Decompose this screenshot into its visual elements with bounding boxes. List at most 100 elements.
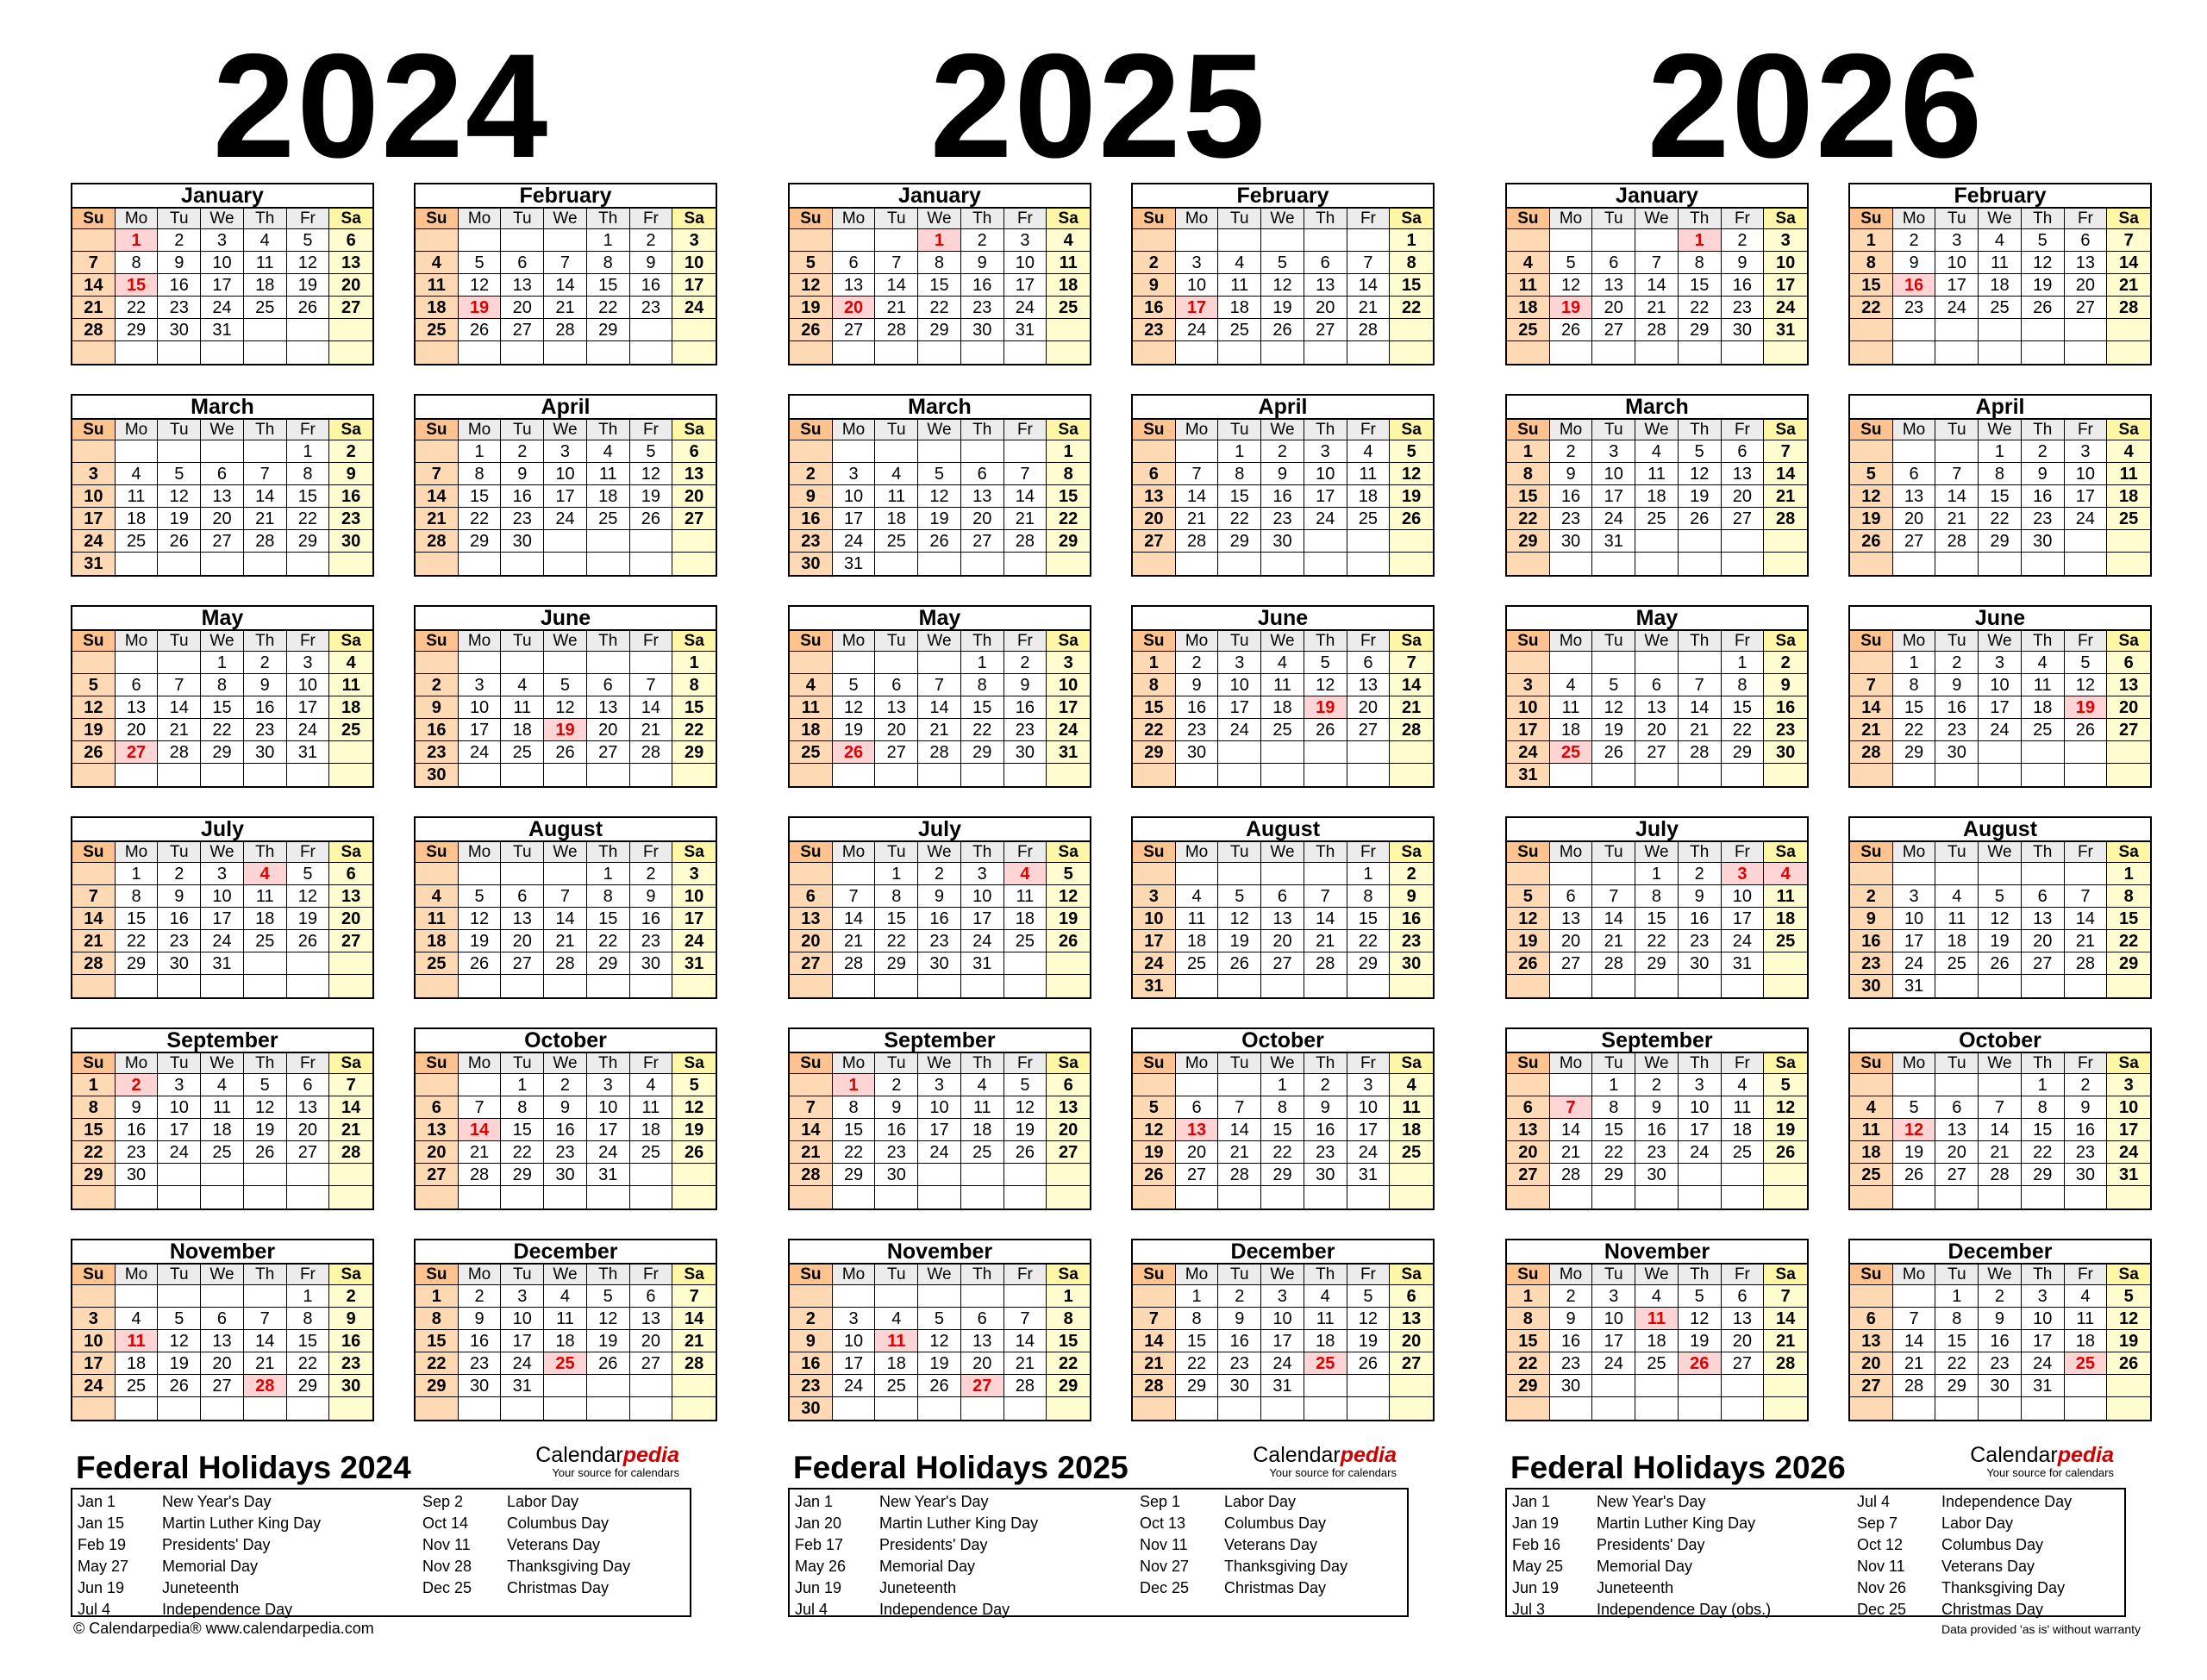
- month-name: June: [416, 607, 716, 631]
- day-cell: 26: [158, 1375, 202, 1397]
- day-cell: 20: [2107, 696, 2150, 719]
- holiday-row: Nov 11 Veterans Day: [1852, 1556, 2145, 1577]
- weekday-header: Sa: [1047, 1053, 1090, 1074]
- day-cell: 28: [1390, 719, 1433, 741]
- holiday-name: Independence Day: [162, 1601, 293, 1618]
- day-cell: 1: [1892, 652, 1936, 674]
- day-cell: 8: [960, 674, 1004, 696]
- empty-day-cell: [1764, 1375, 1807, 1397]
- year-2024: 2024 January Su Mo Tu We Th Fr Sa 1 2 3 4 5 6 7 8 9 10 11 12…: [71, 0, 717, 1680]
- empty-day-cell: [286, 1164, 330, 1186]
- day-cell: 13: [1047, 1096, 1090, 1119]
- month-june: June Su Mo Tu We Th Fr Sa 1 2 3 4 5 6 7 8 9 10 11 12 13 14 15 1…: [1848, 605, 2152, 788]
- day-cell: 15: [115, 908, 159, 930]
- day-cell: 18: [1261, 696, 1304, 719]
- day-cell: 12: [2064, 674, 2108, 696]
- holiday-row: Nov 26 Thanksgiving Day: [1852, 1577, 2145, 1599]
- day-cell: 29: [1635, 952, 1679, 975]
- day-cell: 17: [2107, 1119, 2150, 1141]
- weekday-header: Th: [1304, 631, 1347, 652]
- day-cell: 15: [586, 274, 630, 297]
- day-cell: 25: [115, 1375, 159, 1397]
- day-grid: Su Mo Tu We Th Fr Sa 1 2 3 4 5 6 7 8 9 10 11 12 13 14 15 16 17 1…: [416, 1265, 716, 1420]
- day-cell: 7: [1635, 252, 1679, 274]
- day-cell: 5: [2021, 229, 2065, 252]
- weekday-header: Tu: [501, 420, 545, 440]
- day-cell: 6: [960, 1308, 1004, 1330]
- weekday-header: Su: [1133, 1053, 1176, 1074]
- day-cell: 11: [1635, 463, 1679, 485]
- day-cell: 24: [1592, 1352, 1636, 1375]
- day-cell: 5: [1892, 1096, 1936, 1119]
- empty-day-cell: [458, 863, 502, 885]
- month-name: June: [1133, 607, 1433, 631]
- day-cell: 31: [960, 952, 1004, 975]
- weekday-header: We: [1635, 631, 1679, 652]
- day-cell: 26: [1678, 508, 1722, 530]
- weekday-header: Tu: [875, 1053, 919, 1074]
- day-cell: 29: [586, 952, 630, 975]
- day-cell: 13: [960, 485, 1004, 508]
- month-name: May: [72, 607, 372, 631]
- day-cell: 26: [790, 319, 833, 341]
- holiday-row: Oct 13 Columbus Day: [1135, 1513, 1428, 1534]
- day-cell: 10: [1592, 1308, 1636, 1330]
- day-cell: 26: [458, 319, 502, 341]
- holiday-row: Jan 15 Martin Luther King Day: [72, 1513, 366, 1534]
- day-cell: 6: [1507, 1096, 1550, 1119]
- day-cell: 2: [1549, 440, 1593, 463]
- day-cell: 28: [1133, 1375, 1176, 1397]
- empty-day-cell: [1507, 1074, 1550, 1096]
- month-june: June Su Mo Tu We Th Fr Sa 1 2 3 4 5 6 7 8 9 10 11 12 13 14 15 1…: [414, 605, 717, 788]
- day-cell: 24: [1218, 719, 1262, 741]
- brand-name: Calendarpedia: [1970, 1443, 2114, 1467]
- empty-day-cell: [1390, 530, 1433, 553]
- day-cell: 21: [1218, 1141, 1262, 1164]
- empty-day-cell: [1047, 764, 1090, 786]
- month-july: July Su Mo Tu We Th Fr Sa 1 2 3 4 5 6 7 8 9 10 11 12 13 14 15 1…: [71, 816, 374, 999]
- day-cell: 27: [329, 297, 372, 319]
- holiday-row: Feb 16 Presidents' Day: [1507, 1534, 1800, 1556]
- day-cell: 9: [1003, 674, 1047, 696]
- empty-day-cell: [629, 1375, 673, 1397]
- day-cell: 4: [1635, 440, 1679, 463]
- weekday-header: Tu: [501, 842, 545, 863]
- day-cell: 25: [1261, 719, 1304, 741]
- day-grid: Su Mo Tu We Th Fr Sa 1 2 3 4 5 6 7 8 9 10 11 12 13 14 15 16 17 1…: [1850, 1265, 2150, 1420]
- holiday-row: Sep 7 Labor Day: [1852, 1513, 2145, 1534]
- holiday-date: Oct 14: [422, 1514, 469, 1532]
- day-cell: 17: [201, 274, 244, 297]
- holiday-day-cell: 11: [1635, 1308, 1679, 1330]
- empty-day-cell: [1390, 1397, 1433, 1420]
- day-grid: Su Mo Tu We Th Fr Sa 1 2 3 4 5 6 7 8 9 10 11 12 13 14 15 16 17 1…: [1850, 631, 2150, 786]
- empty-day-cell: [1764, 553, 1807, 575]
- day-cell: 19: [286, 274, 330, 297]
- day-cell: 5: [2064, 652, 2108, 674]
- day-cell: 28: [158, 741, 202, 764]
- day-cell: 21: [544, 297, 587, 319]
- day-cell: 13: [790, 908, 833, 930]
- day-cell: 27: [2021, 952, 2065, 975]
- day-cell: 14: [329, 1096, 372, 1119]
- empty-day-cell: [1935, 975, 1979, 997]
- day-cell: 15: [72, 1119, 116, 1141]
- day-cell: 8: [458, 463, 502, 485]
- holidays-header: Federal Holidays 2026 Calendarpedia Your s…: [1505, 1443, 2126, 1485]
- weekday-header: Fr: [2064, 842, 2108, 863]
- weekday-header: Tu: [1592, 209, 1636, 229]
- empty-day-cell: [833, 1186, 876, 1208]
- empty-day-cell: [72, 229, 116, 252]
- empty-day-cell: [1047, 553, 1090, 575]
- day-cell: 9: [1979, 1308, 2022, 1330]
- weekday-header: Th: [960, 1053, 1004, 1074]
- day-cell: 22: [1592, 1141, 1636, 1164]
- day-cell: 12: [158, 485, 202, 508]
- brand-name-part2: pedia: [2057, 1443, 2114, 1467]
- day-cell: 29: [501, 1164, 545, 1186]
- day-cell: 30: [544, 1164, 587, 1186]
- day-cell: 31: [286, 741, 330, 764]
- day-cell: 17: [158, 1119, 202, 1141]
- empty-day-cell: [630, 553, 673, 575]
- day-cell: 21: [2107, 274, 2150, 297]
- empty-day-cell: [1133, 341, 1176, 364]
